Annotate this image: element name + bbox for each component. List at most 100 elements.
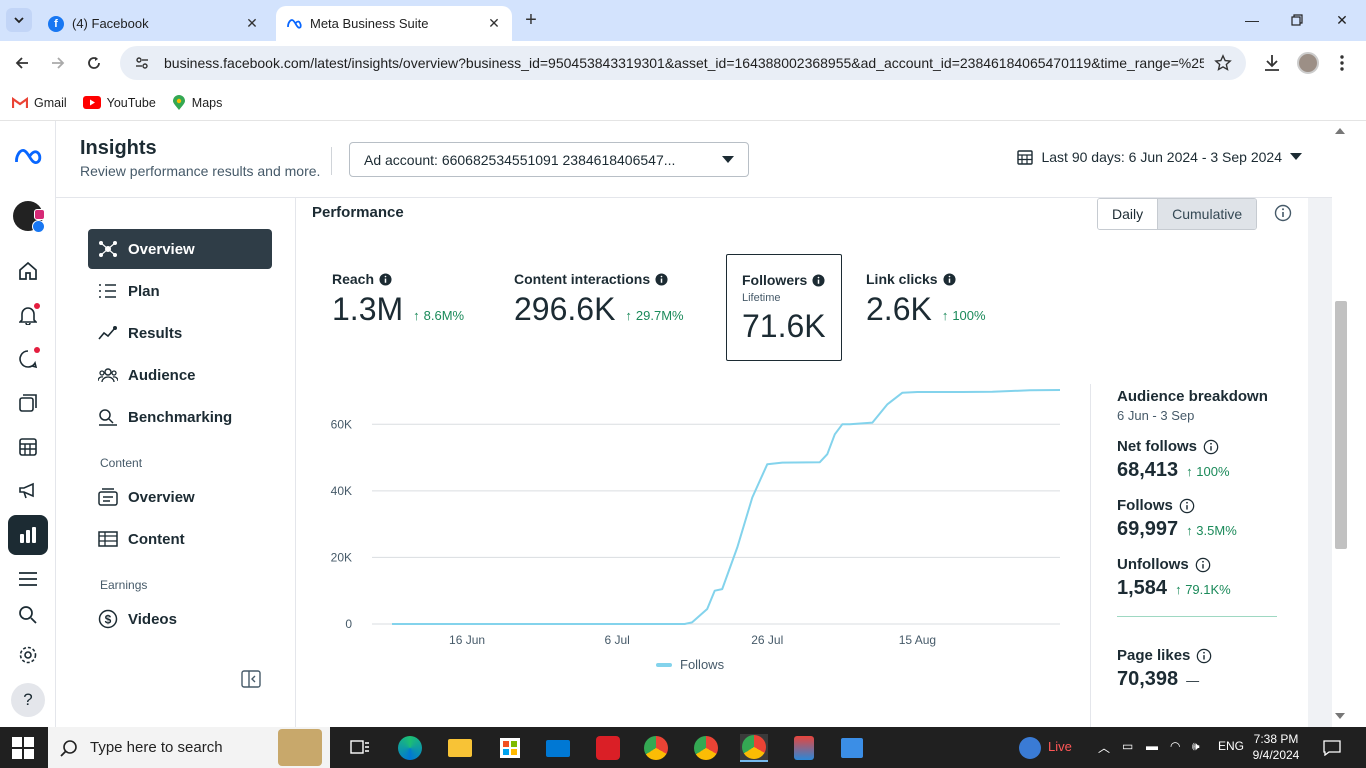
mail-icon[interactable]: [544, 734, 572, 762]
notifications-icon[interactable]: [14, 301, 42, 329]
nav-content[interactable]: Content: [88, 519, 272, 559]
task-view-icon[interactable]: [346, 734, 374, 762]
nav-videos[interactable]: $ Videos: [88, 599, 272, 639]
wifi-icon[interactable]: ◠: [1170, 739, 1181, 753]
info-filled-icon: [943, 272, 956, 286]
creative-cloud-icon[interactable]: [594, 734, 622, 762]
info-icon[interactable]: [1195, 557, 1211, 573]
metric-delta: 8.6M%: [423, 308, 465, 323]
series-line-follows[interactable]: [392, 389, 1061, 625]
insights-icon[interactable]: [8, 515, 48, 555]
search-icon[interactable]: [14, 601, 42, 629]
toggle-daily[interactable]: Daily: [1098, 199, 1158, 229]
info-filled-icon: [379, 272, 392, 286]
metric-link-clicks[interactable]: Link clicks 2.6K ↑ 100%: [866, 271, 986, 328]
nav-content-overview[interactable]: Overview: [88, 477, 272, 517]
meta-logo-icon[interactable]: [14, 143, 42, 171]
show-hidden-icons-icon[interactable]: ︿: [1098, 741, 1111, 755]
file-explorer-icon[interactable]: [446, 734, 474, 762]
bookmark-maps[interactable]: Maps: [172, 94, 222, 111]
account-avatar[interactable]: [13, 201, 45, 233]
tab-facebook[interactable]: f (4) Facebook ✕: [38, 6, 270, 41]
metric-reach[interactable]: Reach 1.3M ↑ 8.6M%: [332, 271, 464, 328]
scrollbar-thumb[interactable]: [1335, 301, 1347, 549]
metric-followers[interactable]: Followers Lifetime 71.6K: [726, 254, 842, 361]
address-bar[interactable]: business.facebook.com/latest/insights/ov…: [120, 46, 1246, 80]
weather-live-icon[interactable]: [1016, 734, 1044, 762]
performance-title: Performance: [312, 204, 404, 221]
bookmark-youtube[interactable]: YouTube: [82, 96, 156, 110]
chrome-icon[interactable]: [642, 734, 670, 762]
battery-icon[interactable]: ▬: [1146, 739, 1158, 753]
windows-start-icon[interactable]: [12, 737, 34, 759]
tray-device-icon[interactable]: ▭: [1122, 739, 1134, 753]
scroll-up-icon[interactable]: [1335, 126, 1345, 134]
nav-results[interactable]: Results: [88, 313, 272, 353]
info-icon[interactable]: [1203, 439, 1219, 455]
snipping-tool-icon[interactable]: [790, 734, 818, 762]
forward-arrow-icon[interactable]: [46, 51, 70, 75]
settings-gear-icon[interactable]: [14, 641, 42, 669]
menu-icon[interactable]: [14, 565, 42, 593]
info-icon[interactable]: [1274, 204, 1292, 222]
bookmark-star-icon[interactable]: [1214, 54, 1232, 72]
nav-benchmarking[interactable]: Benchmarking: [88, 397, 272, 437]
download-icon[interactable]: [1260, 51, 1284, 75]
tab-meta-business-suite[interactable]: Meta Business Suite ✕: [276, 6, 512, 41]
microsoft-store-icon[interactable]: [496, 734, 524, 762]
planner-icon[interactable]: [14, 433, 42, 461]
tab-search-button[interactable]: [6, 8, 32, 32]
volume-icon[interactable]: 🕪: [1192, 739, 1200, 753]
bookmark-gmail[interactable]: Gmail: [12, 96, 67, 110]
chrome-active-icon[interactable]: [740, 734, 768, 762]
help-icon[interactable]: ?: [11, 683, 45, 717]
ads-megaphone-icon[interactable]: [14, 477, 42, 505]
close-window-icon[interactable]: ✕: [1336, 11, 1348, 28]
scroll-down-icon[interactable]: [1335, 713, 1345, 721]
language-indicator[interactable]: ENG: [1218, 739, 1245, 753]
collapse-sidebar-icon[interactable]: [241, 669, 261, 689]
nav-audience[interactable]: Audience: [88, 355, 272, 395]
ad-account-value: Ad account: 660682534551091 238461840654…: [364, 151, 676, 168]
edge-browser-icon[interactable]: [396, 734, 424, 762]
y-tick-label: 20K: [331, 550, 352, 564]
live-label[interactable]: Live: [1048, 739, 1072, 754]
breakdown-net-follows: Net follows 68,413 ↑ 100%: [1117, 438, 1286, 482]
inbox-icon[interactable]: [14, 345, 42, 373]
insights-side-nav: Overview Plan Results Audience Benchmark…: [56, 198, 296, 727]
toggle-cumulative[interactable]: Cumulative: [1157, 199, 1257, 229]
browser-menu-icon[interactable]: [1330, 51, 1354, 75]
photos-icon[interactable]: [838, 734, 866, 762]
nav-overview[interactable]: Overview: [88, 229, 272, 269]
notifications-center-icon[interactable]: [1318, 734, 1346, 762]
close-tab-icon[interactable]: ✕: [246, 15, 258, 31]
home-icon[interactable]: [14, 257, 42, 285]
chrome-profile-icon[interactable]: [692, 734, 720, 762]
profile-avatar[interactable]: [1296, 51, 1320, 75]
info-icon[interactable]: [1196, 648, 1212, 664]
minimize-icon[interactable]: —: [1245, 12, 1259, 28]
ad-account-dropdown[interactable]: Ad account: 660682534551091 238461840654…: [349, 142, 749, 177]
metric-content-interactions[interactable]: Content interactions 296.6K ↑ 29.7M%: [514, 271, 684, 328]
date-range-picker[interactable]: Last 90 days: 6 Jun 2024 - 3 Sep 2024: [1017, 149, 1302, 165]
site-settings-icon[interactable]: [132, 53, 152, 73]
metric-value: 296.6K: [514, 291, 616, 327]
left-icon-rail: ?: [0, 121, 56, 727]
breakdown-value: 69,997: [1117, 518, 1179, 540]
page-title: Insights: [80, 137, 157, 159]
taskbar-search-box[interactable]: Type here to search: [48, 727, 330, 768]
info-icon[interactable]: [1179, 498, 1195, 514]
breakdown-follows: Follows 69,997 ↑ 3.5M%: [1117, 497, 1286, 541]
content-icon[interactable]: [14, 389, 42, 417]
reload-icon[interactable]: [82, 51, 106, 75]
new-tab-button[interactable]: +: [525, 9, 537, 31]
nav-plan[interactable]: Plan: [88, 271, 272, 311]
calendar-icon: [1017, 150, 1034, 165]
system-clock[interactable]: 7:38 PM 9/4/2024: [1244, 731, 1308, 763]
breakdown-page-likes: Page likes 70,398 —: [1117, 647, 1286, 691]
bookmark-label: Gmail: [34, 95, 67, 110]
close-tab-icon[interactable]: ✕: [488, 15, 500, 31]
back-arrow-icon[interactable]: [10, 51, 34, 75]
restore-icon[interactable]: [1285, 8, 1309, 32]
caret-down-icon: [722, 155, 734, 163]
